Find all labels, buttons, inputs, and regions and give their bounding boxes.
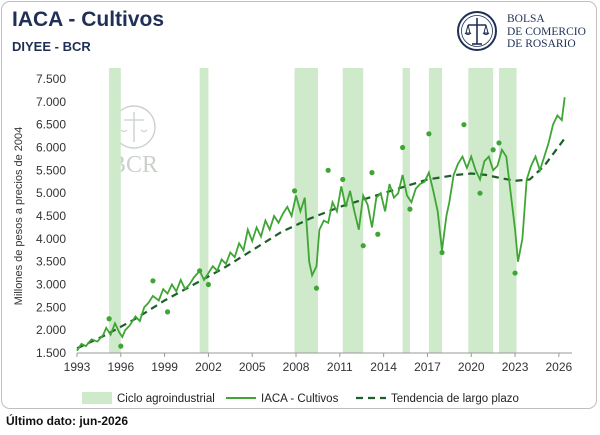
legend-label-cycle: Ciclo agroindustrial [117,393,215,405]
cycle-marker [490,147,496,153]
x-tick-label: 2005 [239,360,266,374]
cycle-band-4 [402,68,410,353]
x-tick-label: 2026 [546,360,573,374]
cycle-marker [426,131,432,137]
legend-label-series: IACA - Cultivos [261,393,339,405]
x-tick-label: 2023 [502,360,529,374]
legend: Ciclo agroindustrial IACA - Cultivos Tende… [82,392,519,405]
y-tick-label: 3.000 [36,278,66,292]
cycle-band-3 [342,68,364,353]
cycle-marker [407,206,413,212]
cycle-marker [325,167,331,173]
cycle-band-5 [428,68,443,353]
x-tick-label: 1993 [64,360,91,374]
legend-swatch-cycle [82,392,112,404]
y-tick-label: 6.000 [36,141,66,155]
cycle-marker [197,268,203,274]
cycle-marker [512,270,518,276]
y-tick-label: 7.500 [36,72,66,86]
y-tick-label: 7.000 [36,95,66,109]
cycle-band-7 [498,68,517,353]
cycle-marker [205,281,212,288]
series-line-iaca [76,97,566,352]
y-tick-label: 3.500 [36,255,66,269]
cycle-marker [369,170,375,176]
cycle-marker [375,231,381,237]
cycle-bands [109,68,517,353]
x-tick-label: 1996 [107,360,134,374]
logo-line-1: BOLSA [507,13,545,25]
bcr-seal-icon [457,11,497,51]
y-tick-label: 4.000 [36,232,66,246]
chart-title: IACA - Cultivos [12,8,165,31]
line-chart: BCR 1.5002.0002.5003.0003.5004.0004.5005… [13,68,573,405]
trend-line [76,137,566,350]
cycle-band-0 [109,68,121,353]
y-tick-label: 4.500 [36,209,66,223]
cycle-marker [461,122,467,128]
logo-line-2: DE COMERCIO [507,25,586,38]
cycle-marker [340,176,346,183]
logo-line-3: DE ROSARIO [507,38,576,50]
x-tick-label: 1999 [151,360,178,374]
cycle-marker [496,140,502,146]
cycle-marker [164,309,171,315]
y-axis-label: Millones de pesos a precios de 2004 [13,127,25,306]
x-tick-label: 2014 [370,360,397,374]
bcr-logo: BOLSA DE COMERCIO DE ROSARIO [455,9,595,53]
x-tick-label: 2002 [195,360,222,374]
cycle-marker [313,285,320,291]
cycle-marker [439,249,445,256]
chart-subtitle: DIYEE - BCR [12,39,91,54]
x-axis-ticks: 1993 1996 1999 2002 2005 2008 2011 2014 2017 2020… [64,353,573,374]
cycle-marker [400,144,406,151]
legend-label-trend: Tendencia de largo plazo [391,393,519,405]
cycle-marker [150,278,156,284]
y-tick-label: 2.500 [36,300,66,314]
y-axis-ticks: 1.500 2.000 2.500 3.000 3.500 4.000 4.500 5.000… [36,72,66,360]
y-tick-label: 6.500 [36,118,66,132]
y-tick-label: 1.500 [36,346,66,360]
cycle-marker [291,188,298,194]
cycle-marker [477,190,483,196]
cycle-marker [106,316,112,322]
last-data-note: Último dato: jun-2026 [6,414,129,428]
cycle-marker [360,243,366,249]
x-tick-label: 2020 [458,360,485,374]
x-tick-label: 2017 [414,360,441,374]
y-tick-label: 2.000 [36,323,66,337]
cycle-band-1 [199,68,209,353]
x-tick-label: 2008 [283,360,310,374]
x-tick-label: 2011 [327,360,353,374]
cycle-marker [118,343,124,349]
y-tick-label: 5.000 [36,186,66,200]
cycle-band-6 [468,68,494,353]
cycle-markers [106,122,518,349]
y-tick-label: 5.500 [36,163,66,177]
